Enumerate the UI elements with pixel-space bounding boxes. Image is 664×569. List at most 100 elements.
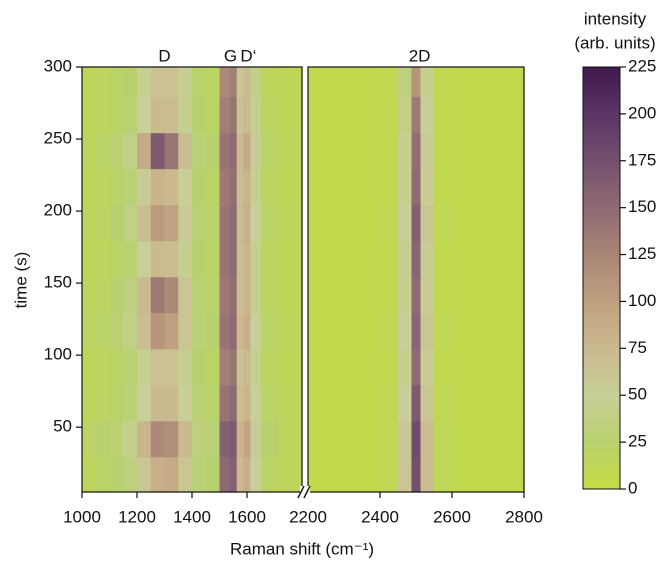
heatmap-cell (109, 132, 124, 170)
heatmap-cell (229, 384, 238, 422)
heatmap-cell (229, 348, 238, 386)
heatmap-cell (260, 276, 279, 314)
peak-label: D (158, 46, 170, 65)
heatmap-cell (308, 96, 345, 134)
heatmap-cell (205, 67, 221, 98)
heatmap-cell (137, 96, 152, 134)
heatmap-cell (488, 276, 525, 314)
heatmap-cell (164, 384, 179, 422)
heatmap-cell (109, 420, 124, 458)
heatmap-cell (308, 168, 345, 206)
heatmap-cell (243, 67, 252, 98)
heatmap-cell (229, 96, 238, 134)
colorbar-tick-label: 50 (628, 385, 647, 404)
heatmap-cell (398, 420, 413, 458)
heatmap-cell (398, 204, 413, 242)
heatmap-cell (192, 96, 207, 134)
heatmap-cell (398, 67, 413, 98)
heatmap-cell (398, 348, 413, 386)
heatmap-cell (109, 348, 124, 386)
heatmap-cell (243, 312, 252, 350)
heatmap-cell (411, 96, 422, 134)
heatmap-cell (192, 420, 207, 458)
heatmap-cell (82, 132, 97, 170)
heatmap-cell (109, 456, 124, 493)
heatmap-cell (411, 168, 422, 206)
heatmap-cell (164, 240, 179, 278)
heatmap-cell (434, 312, 458, 350)
heatmap-cell (137, 132, 152, 170)
x-tick-label: 1600 (228, 507, 266, 526)
heatmap-cell (205, 276, 221, 314)
heatmap-cell (164, 132, 179, 170)
heatmap-cell (411, 132, 422, 170)
heatmap-cell (456, 240, 489, 278)
heatmap-cell (109, 312, 124, 350)
heatmap-cell (236, 456, 245, 493)
heatmap-cell (420, 420, 435, 458)
heatmap-cell (178, 132, 193, 170)
heatmap-cell (375, 204, 399, 242)
heatmap-cell (236, 348, 245, 386)
colorbar-tick-label: 225 (628, 56, 656, 75)
heatmap-cell (243, 168, 252, 206)
heatmap-cell (95, 312, 111, 350)
heatmap-cell (137, 456, 152, 493)
heatmap-cell (236, 168, 245, 206)
heatmap-cell (236, 312, 245, 350)
heatmap-cell (344, 420, 377, 458)
heatmap-cell (205, 456, 221, 493)
heatmap-cell (219, 276, 231, 314)
heatmap-cell (178, 384, 193, 422)
heatmap-cell (420, 276, 435, 314)
heatmap-cell (219, 67, 231, 98)
heatmap-cell (150, 204, 166, 242)
heatmap-cell (123, 348, 138, 386)
heatmap-cell (277, 276, 303, 314)
heatmap-cell (344, 276, 377, 314)
heatmap-cell (95, 384, 111, 422)
heatmap-cell (250, 348, 262, 386)
y-tick-label: 250 (44, 129, 72, 148)
heatmap-cell (260, 312, 279, 350)
heatmap-cell (411, 312, 422, 350)
heatmap-cell (164, 312, 179, 350)
heatmap-cell (434, 456, 458, 493)
heatmap-cell (229, 456, 238, 493)
heatmap-cell (398, 168, 413, 206)
heatmap-cell (150, 96, 166, 134)
heatmap-cell (82, 456, 97, 493)
heatmap-cell (375, 420, 399, 458)
heatmap-cell (456, 312, 489, 350)
heatmap-cell (344, 456, 377, 493)
heatmap-cell (123, 240, 138, 278)
heatmap-cell (420, 204, 435, 242)
heatmap-cell (192, 132, 207, 170)
heatmap-cell (192, 276, 207, 314)
heatmap-cell (488, 96, 525, 134)
heatmap-cell (434, 240, 458, 278)
heatmap-cell (123, 204, 138, 242)
heatmap-cell (250, 420, 262, 458)
axis-break (297, 485, 311, 499)
heatmap-cell (456, 67, 489, 98)
heatmap-cell (243, 348, 252, 386)
heatmap-cell (178, 420, 193, 458)
heatmap-cell (82, 348, 97, 386)
heatmap-cell (375, 96, 399, 134)
colorbar-tick-label: 25 (628, 432, 647, 451)
heatmap-cell (164, 168, 179, 206)
heatmap-cell (420, 67, 435, 98)
heatmap-cell (456, 348, 489, 386)
heatmap-cell (205, 96, 221, 134)
heatmap-cell (250, 204, 262, 242)
heatmap-cell (420, 96, 435, 134)
heatmap-cell (411, 67, 422, 98)
heatmap-cell (420, 312, 435, 350)
heatmap-cell (344, 96, 377, 134)
heatmap-cell (236, 240, 245, 278)
heatmap-cell (243, 96, 252, 134)
heatmap-cell (123, 132, 138, 170)
heatmap-cell (420, 456, 435, 493)
axes (81, 66, 525, 499)
